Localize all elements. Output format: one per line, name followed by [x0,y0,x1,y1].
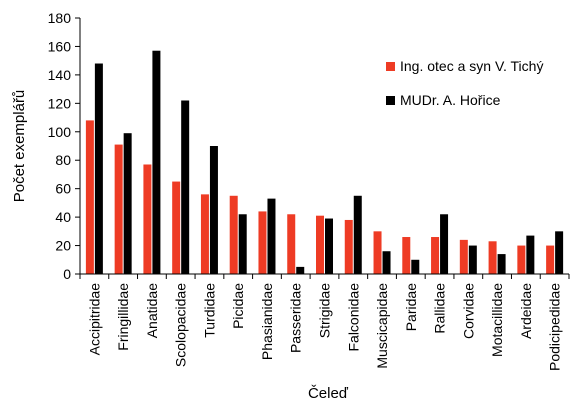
bars-group [85,50,564,275]
bar-muscicapidae-series-2 [382,251,391,274]
x-axis-title: Čeleď [308,385,349,402]
bar-paridae-series-1 [402,237,411,274]
bar-motacillidae-series-2 [497,254,506,274]
x-tick-label-phasianidae: Phasianidae [259,283,275,360]
x-axis: Accipitridae Fringillidae Anatidae Scolopac… [79,273,570,371]
bar-accipitridae-series-2 [94,63,103,275]
y-axis: 0 20 40 60 80 100 120 140 160 180 [48,10,81,282]
y-tick-label: 0 [63,266,71,282]
bar-falconidae-series-2 [353,195,362,274]
bar-scolopacidae-series-2 [181,100,190,275]
bar-rallidae-series-2 [440,214,449,274]
bar-turdidae-series-1 [200,194,209,274]
y-tick-label: 180 [48,10,72,26]
bar-anatidae-series-2 [152,50,161,275]
x-tick-label-ardeidae: Ardeidae [518,283,534,339]
legend-label-series-2: MUDr. A. Hořice [400,92,501,108]
x-tick-label-corvidae: Corvidae [460,283,476,339]
x-tick-label-turdidae: Turdidae [201,283,217,338]
y-tick-label: 140 [48,67,72,83]
x-tick-label-paridae: Paridae [403,283,419,331]
bar-phasianidae-series-1 [258,211,267,274]
y-tick-label: 40 [55,209,71,225]
x-tick-label-scolopacidae: Scolopacidae [173,283,189,367]
x-tick-label-falconidae: Falconidae [345,283,361,352]
legend-swatch-series-1 [386,62,395,71]
y-tick-label: 60 [55,181,71,197]
bar-scolopacidae-series-1 [172,181,181,274]
legend-swatch-series-2 [386,96,395,105]
bar-strigidae-series-2 [325,218,333,274]
y-tick-label: 80 [55,152,71,168]
y-tick-label: 160 [48,38,72,54]
bar-ardeidae-series-1 [517,245,526,274]
legend: Ing. otec a syn V. Tichý MUDr. A. Hořice [386,58,543,108]
bar-anatidae-series-1 [143,164,152,274]
bar-corvidae-series-1 [459,239,468,274]
bar-phasianidae-series-2 [267,198,276,274]
x-tick-label-anatidae: Anatidae [144,283,160,338]
x-tick-label-strigidae: Strigidae [317,283,333,338]
bar-passeridae-series-1 [287,214,296,274]
x-tick-label-podicipedidae: Podicipedidae [547,283,563,371]
x-tick-label-accipitridae: Accipitridae [86,283,102,356]
bar-fringillidae-series-2 [123,133,132,274]
y-axis-title: Počet exemplářů [11,90,28,203]
bar-motacillidae-series-1 [488,241,497,274]
bar-turdidae-series-2 [209,146,218,274]
bar-passeridae-series-2 [296,266,305,274]
x-tick-label-motacillidae: Motacillidae [489,283,505,357]
x-tick-label-fringillidae: Fringillidae [115,283,131,351]
x-tick-label-muscicapidae: Muscicapidae [374,283,390,369]
bar-podicipedidae-series-2 [555,231,564,274]
bar-muscicapidae-series-1 [373,231,382,274]
bar-picidae-series-1 [229,195,238,274]
legend-label-series-1: Ing. otec a syn V. Tichý [400,58,543,74]
bar-podicipedidae-series-1 [546,245,555,274]
bar-strigidae-series-1 [316,215,324,274]
bar-corvidae-series-2 [468,245,477,274]
bar-ardeidae-series-2 [526,235,535,274]
y-tick-label: 120 [48,95,72,111]
x-tick-label-rallidae: Rallidae [432,283,448,334]
y-tick-label: 100 [48,124,72,140]
bar-paridae-series-2 [411,259,420,274]
bar-accipitridae-series-1 [85,120,94,275]
x-tick-label-picidae: Picidae [230,283,246,329]
bar-rallidae-series-1 [431,237,440,274]
bar-fringillidae-series-1 [114,144,123,274]
bar-picidae-series-2 [238,214,247,274]
bar-falconidae-series-1 [344,219,353,274]
y-tick-label: 20 [55,238,71,254]
x-tick-label-passeridae: Passeridae [288,283,304,353]
